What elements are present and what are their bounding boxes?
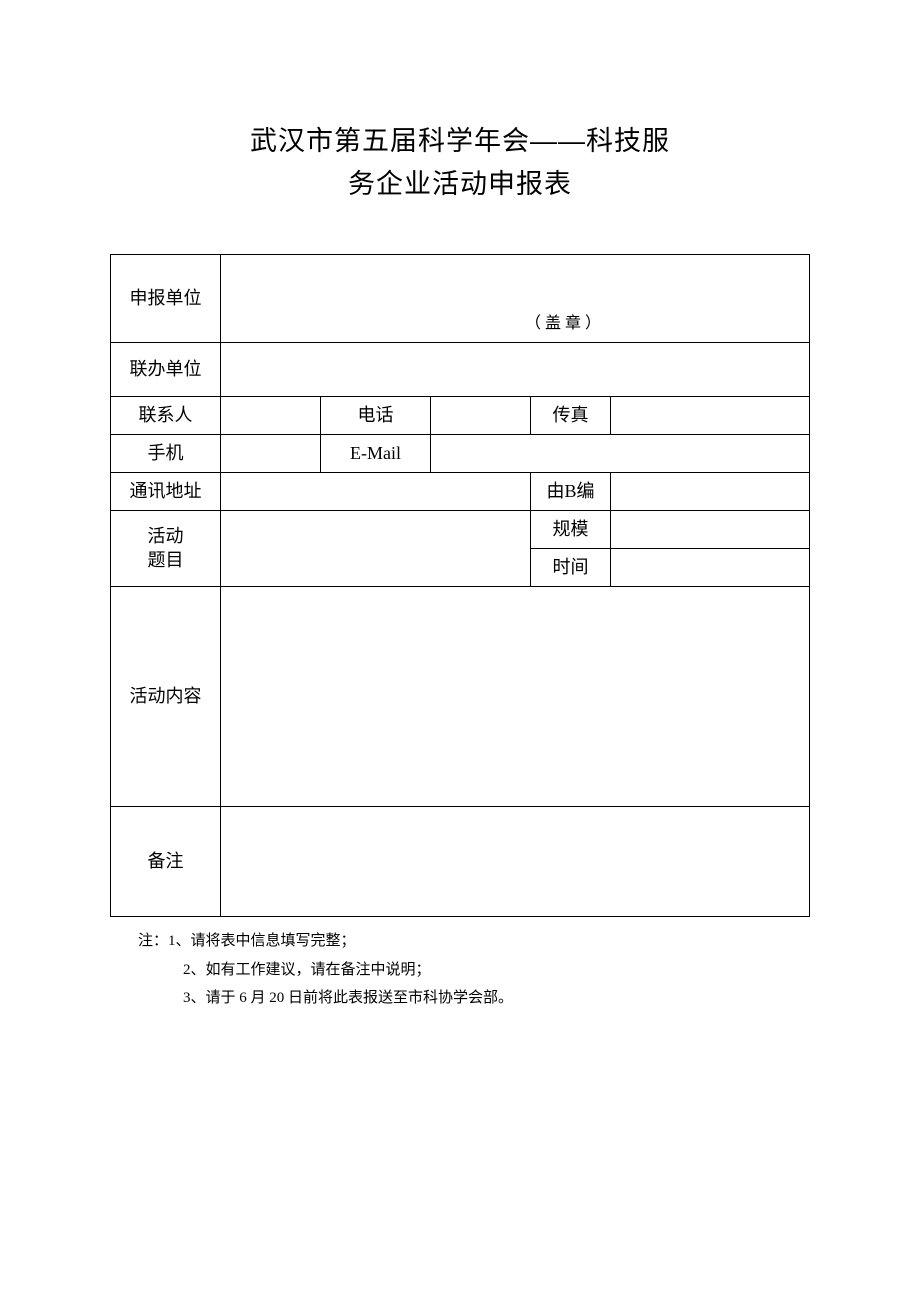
cell-email [431,435,810,473]
title-line-2: 务企业活动申报表 [348,169,572,199]
table-row: 联系人 电话 传真 [111,397,810,435]
label-time: 时间 [531,549,611,587]
label-mobile: 手机 [111,435,221,473]
label-postcode: 由B编 [531,473,611,511]
table-row: 申报单位 （盖章） [111,255,810,343]
page: 武汉市第五届科学年会——科技服 务企业活动申报表 申报单位 （盖章） 联办单位 … [0,0,920,1013]
note-line-2: 2、如有工作建议，请在备注中说明； [138,956,810,985]
label-fax: 传真 [531,397,611,435]
label-email: E-Mail [321,435,431,473]
note-1-text: 1、请将表中信息填写完整； [168,933,356,949]
cell-address [221,473,531,511]
label-activity: 活动 [148,526,184,546]
cell-co-unit [221,343,810,397]
application-form-table: 申报单位 （盖章） 联办单位 联系人 电话 传真 手机 E-Mail 通讯地址 [110,254,810,917]
note-line-3: 3、请于 6 月 20 日前将此表报送至市科协学会部。 [138,984,810,1013]
label-phone: 电话 [321,397,431,435]
title-line-1: 武汉市第五届科学年会——科技服 [250,126,670,156]
cell-time [611,549,810,587]
table-row: 联办单位 [111,343,810,397]
label-scale: 规模 [531,511,611,549]
label-co-unit: 联办单位 [111,343,221,397]
table-row: 活动内容 [111,587,810,807]
cell-scale [611,511,810,549]
cell-remark [221,807,810,917]
seal-text: （盖章） [525,314,605,335]
label-applicant-unit: 申报单位 [111,255,221,343]
cell-fax [611,397,810,435]
label-activity-topic: 活动 题目 [111,511,221,587]
note-line-1: 注：1、请将表中信息填写完整； [138,927,810,956]
label-content: 活动内容 [111,587,221,807]
cell-content [221,587,810,807]
label-contact: 联系人 [111,397,221,435]
cell-applicant-unit: （盖章） [221,255,810,343]
cell-postcode [611,473,810,511]
label-address: 通讯地址 [111,473,221,511]
table-row: 备注 [111,807,810,917]
label-topic: 题目 [148,550,184,570]
cell-mobile [221,435,321,473]
table-row: 活动 题目 规模 [111,511,810,549]
table-row: 手机 E-Mail [111,435,810,473]
notes-prefix: 注： [138,933,168,949]
document-title: 武汉市第五届科学年会——科技服 务企业活动申报表 [110,120,810,206]
table-row: 通讯地址 由B编 [111,473,810,511]
cell-contact [221,397,321,435]
cell-activity-topic [221,511,531,587]
notes-section: 注：1、请将表中信息填写完整； 2、如有工作建议，请在备注中说明； 3、请于 6… [110,927,810,1013]
label-remark: 备注 [111,807,221,917]
cell-phone [431,397,531,435]
